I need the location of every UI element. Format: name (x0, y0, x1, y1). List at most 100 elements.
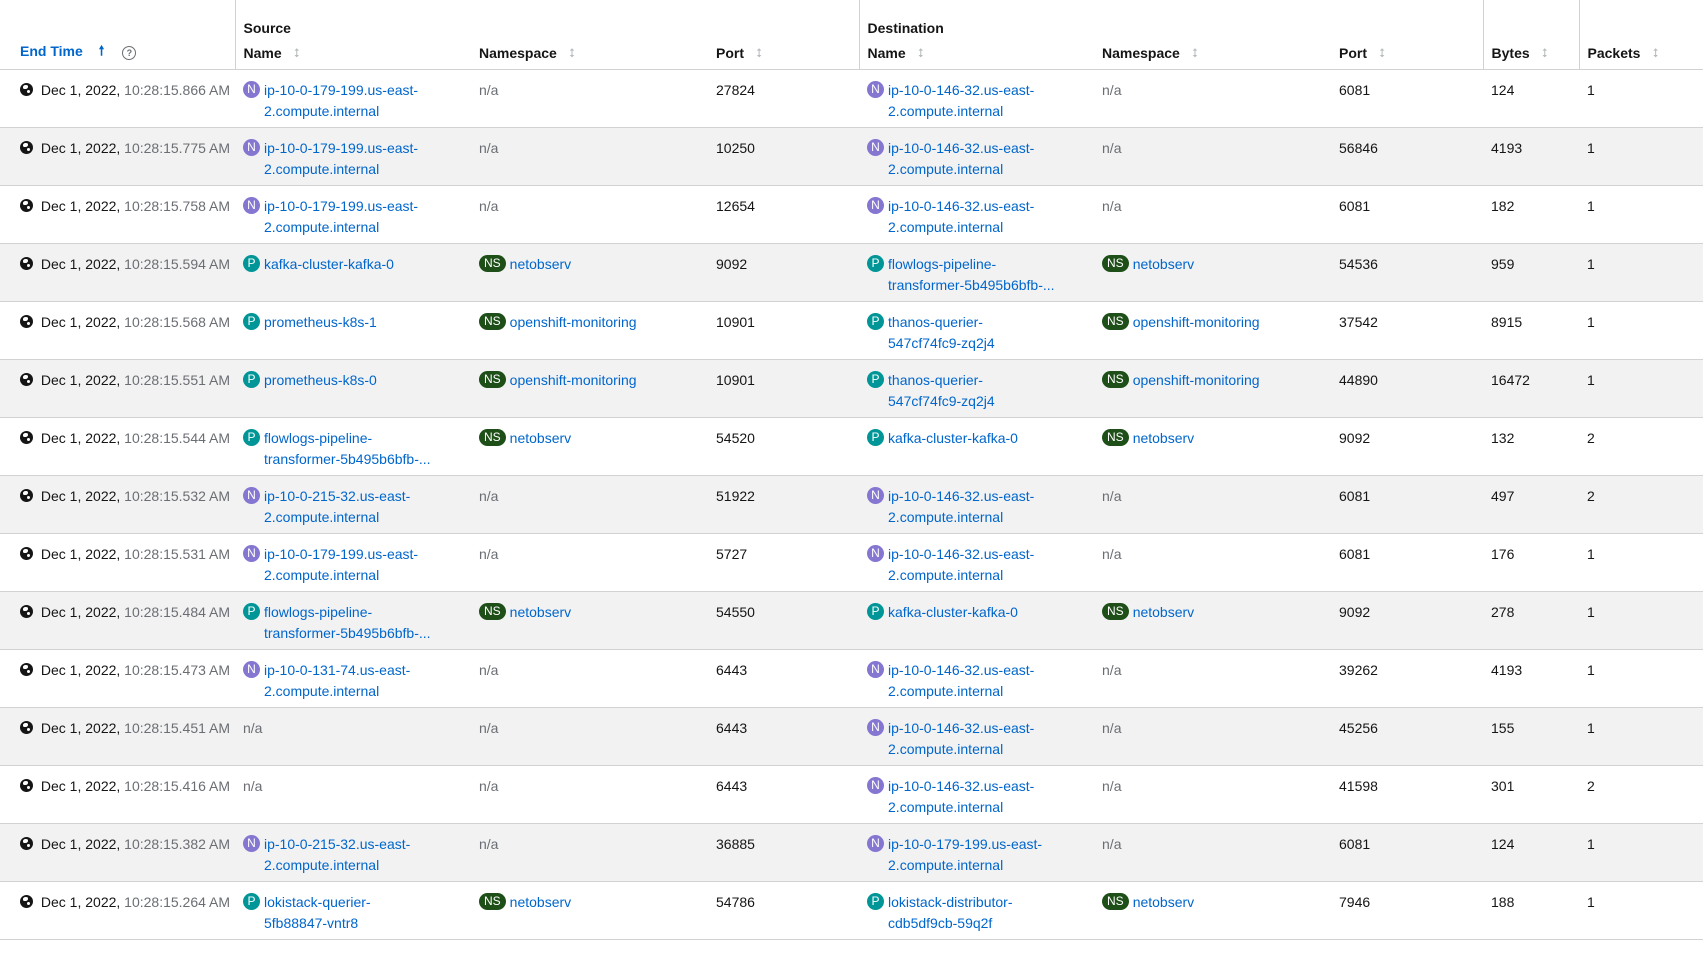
sort-icon[interactable]: ⭥ (1191, 46, 1199, 60)
destination-name-link[interactable]: ip-10-0-146-32.us-east- 2.compute.intern… (888, 546, 1035, 583)
destination-port-cell: 6081 (1331, 476, 1483, 534)
destination-namespace-link[interactable]: netobserv (1132, 256, 1195, 272)
column-header-destination-port[interactable]: Port ⭥ (1331, 37, 1484, 70)
sort-icon[interactable]: ⭥ (1379, 46, 1386, 60)
source-name-link[interactable]: lokistack-querier- 5fb88847-vntr8 (264, 894, 371, 931)
destination-name-link[interactable]: thanos-querier- 547cf74fc9-zq2j4 (888, 314, 995, 351)
packets-value: 1 (1587, 604, 1595, 620)
column-header-destination-name[interactable]: Name ⭥ (858, 37, 1095, 70)
source-name-link[interactable]: flowlogs-pipeline- transformer-5b495b6bf… (264, 604, 431, 641)
source-name-link[interactable]: flowlogs-pipeline- transformer-5b495b6bf… (264, 430, 431, 467)
destination-name-link[interactable]: kafka-cluster-kafka-0 (888, 430, 1018, 446)
bytes-cell: 176 (1483, 534, 1579, 592)
destination-name-link[interactable]: thanos-querier- 547cf74fc9-zq2j4 (888, 372, 995, 409)
source-namespace: n/a (479, 80, 700, 101)
destination-name-link[interactable]: ip-10-0-146-32.us-east- 2.compute.intern… (888, 778, 1035, 815)
destination-name-link[interactable]: ip-10-0-146-32.us-east- 2.compute.intern… (888, 662, 1035, 699)
bytes-cell: 8915 (1483, 302, 1579, 360)
destination-port-value: 9092 (1339, 430, 1371, 446)
destination-namespace-link[interactable]: netobserv (1132, 894, 1195, 910)
destination-name-link[interactable]: ip-10-0-146-32.us-east- 2.compute.intern… (888, 720, 1035, 757)
destination-namespace: n/a (1102, 544, 1323, 565)
packets-value: 1 (1587, 894, 1595, 910)
source-port-value: 12654 (716, 198, 755, 214)
source-name-link[interactable]: ip-10-0-215-32.us-east- 2.compute.intern… (264, 488, 411, 525)
source-name-link[interactable]: ip-10-0-215-32.us-east- 2.compute.intern… (264, 836, 411, 873)
sort-icon[interactable]: ⭥ (293, 46, 301, 60)
source-name-link[interactable]: ip-10-0-179-199.us-east- 2.compute.inter… (264, 140, 419, 177)
source-namespace-link[interactable]: openshift-monitoring (509, 314, 637, 330)
packets-label[interactable]: Packets (1587, 45, 1641, 61)
source-name-cell: n/a (235, 708, 471, 766)
namespace-badge-icon: NS (1102, 893, 1129, 910)
source-port-label[interactable]: Port (716, 45, 744, 61)
destination-namespace-link[interactable]: netobserv (1132, 604, 1195, 620)
destination-port-label[interactable]: Port (1339, 45, 1368, 61)
source-namespace-link[interactable]: netobserv (509, 894, 572, 910)
column-header-bytes[interactable]: Bytes ⭥ (1482, 37, 1580, 70)
source-namespace-link[interactable]: openshift-monitoring (509, 372, 637, 388)
sort-icon[interactable]: ⭥ (756, 46, 763, 60)
sort-ascending-icon[interactable]: 🠕 (98, 43, 105, 58)
destination-port-cell: 6081 (1331, 70, 1483, 128)
destination-namespace-cell: NS netobserv (1094, 882, 1331, 940)
destination-name-link[interactable]: ip-10-0-146-32.us-east- 2.compute.intern… (888, 140, 1035, 177)
column-header-source-name[interactable]: Name ⭥ (234, 37, 471, 70)
source-namespace-label[interactable]: Namespace (479, 45, 557, 61)
destination-name-link[interactable]: lokistack-distributor- cdb5df9cb-59q2f (888, 894, 1013, 931)
destination-name-label[interactable]: Name (867, 45, 906, 61)
column-header-packets[interactable]: Packets ⭥ (1578, 37, 1703, 70)
source-name-label[interactable]: Name (243, 45, 282, 61)
table-row[interactable]: Dec 1, 2022, 10:28:15.416 AM n/a n/a 644… (0, 766, 1703, 824)
source-namespace-link[interactable]: netobserv (509, 430, 572, 446)
packets-value: 1 (1587, 314, 1595, 330)
source-namespace-link[interactable]: netobserv (509, 256, 572, 272)
source-name-link[interactable]: ip-10-0-179-199.us-east- 2.compute.inter… (264, 82, 419, 119)
destination-name-link[interactable]: ip-10-0-146-32.us-east- 2.compute.intern… (888, 82, 1035, 119)
destination-name-link[interactable]: kafka-cluster-kafka-0 (888, 604, 1018, 620)
destination-name-link[interactable]: flowlogs-pipeline- transformer-5b495b6bf… (888, 256, 1055, 293)
source-namespace-link[interactable]: netobserv (509, 604, 572, 620)
source-name-link[interactable]: ip-10-0-179-199.us-east- 2.compute.inter… (264, 198, 419, 235)
destination-namespace-link[interactable]: openshift-monitoring (1132, 314, 1260, 330)
column-header-destination-namespace[interactable]: Namespace ⭥ (1094, 37, 1332, 70)
destination-namespace-link[interactable]: openshift-monitoring (1132, 372, 1260, 388)
bytes-label[interactable]: Bytes (1491, 45, 1530, 61)
source-name-link[interactable]: prometheus-k8s-1 (264, 314, 377, 330)
source-name-link[interactable]: ip-10-0-179-199.us-east- 2.compute.inter… (264, 546, 419, 583)
bytes-value: 278 (1491, 604, 1515, 620)
source-name-link[interactable]: ip-10-0-131-74.us-east- 2.compute.intern… (264, 662, 411, 699)
destination-namespace-label[interactable]: Namespace (1102, 45, 1180, 61)
help-icon[interactable]: ? (122, 46, 137, 60)
source-name-link[interactable]: prometheus-k8s-0 (264, 372, 377, 388)
end-time-label[interactable]: End Time (20, 43, 83, 59)
column-header-source-port[interactable]: Port ⭥ (708, 37, 860, 70)
sort-icon[interactable]: ⭥ (1652, 46, 1659, 60)
destination-name-link[interactable]: ip-10-0-146-32.us-east- 2.compute.intern… (888, 488, 1035, 525)
destination-namespace-link[interactable]: netobserv (1132, 430, 1195, 446)
destination-name-link[interactable]: ip-10-0-179-199.us-east- 2.compute.inter… (888, 836, 1043, 873)
sort-icon[interactable]: ⭥ (917, 46, 925, 60)
source-name-link[interactable]: kafka-cluster-kafka-0 (264, 256, 394, 272)
destination-name-link[interactable]: ip-10-0-146-32.us-east- 2.compute.intern… (888, 198, 1035, 235)
column-header-end-time[interactable]: End Time 🠕? (0, 37, 235, 70)
sort-icon[interactable]: ⭥ (568, 46, 576, 60)
sort-icon[interactable]: ⭥ (1541, 46, 1549, 60)
node-badge-icon: N (867, 661, 885, 678)
column-header-source-namespace[interactable]: Namespace ⭥ (471, 37, 708, 70)
table-row[interactable]: Dec 1, 2022, 10:28:15.451 AM n/a n/a 644… (0, 707, 1703, 766)
